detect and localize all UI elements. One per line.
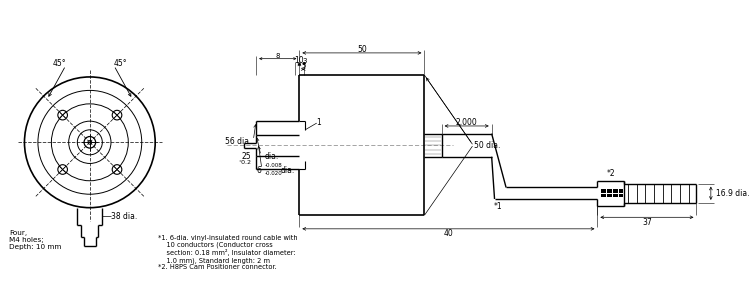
Bar <box>607 189 612 193</box>
Text: °0.2: °0.2 <box>238 160 251 165</box>
Bar <box>613 194 617 197</box>
Bar <box>602 189 606 193</box>
Text: *2: *2 <box>607 169 615 178</box>
Text: 10: 10 <box>295 56 304 65</box>
Text: 50 dia.: 50 dia. <box>474 141 501 150</box>
Text: *1. 6-dia. vinyl-insulated round cable with
    10 conductors (Conductor cross
 : *1. 6-dia. vinyl-insulated round cable w… <box>158 235 298 264</box>
Text: 45°: 45° <box>53 59 66 68</box>
Bar <box>613 189 617 193</box>
Text: 16.9 dia.: 16.9 dia. <box>716 189 749 198</box>
Text: *2. H8PS Cam Positioner connector.: *2. H8PS Cam Positioner connector. <box>158 264 277 270</box>
Text: 8: 8 <box>275 53 280 59</box>
Text: 25: 25 <box>242 152 251 161</box>
Text: 50: 50 <box>357 45 367 54</box>
Text: 3: 3 <box>302 58 307 64</box>
Text: Four,
M4 holes;
Depth: 10 mm: Four, M4 holes; Depth: 10 mm <box>9 230 62 250</box>
Text: 38 dia.: 38 dia. <box>111 212 137 221</box>
Text: 45°: 45° <box>114 59 128 68</box>
Text: -0.020: -0.020 <box>265 171 283 176</box>
Text: *1: *1 <box>494 202 502 211</box>
Bar <box>619 189 623 193</box>
Text: 6: 6 <box>256 166 261 175</box>
Bar <box>602 194 606 197</box>
Text: dia.: dia. <box>265 152 279 161</box>
Text: dia.: dia. <box>280 166 295 175</box>
Text: -0.008: -0.008 <box>265 163 283 168</box>
Bar <box>607 194 612 197</box>
Bar <box>619 194 623 197</box>
Text: 40: 40 <box>443 229 453 238</box>
Text: 5: 5 <box>301 63 305 69</box>
Text: 37: 37 <box>642 218 652 226</box>
Text: 2,000: 2,000 <box>456 118 478 127</box>
Text: 1: 1 <box>316 118 321 127</box>
Text: 56 dia.: 56 dia. <box>225 137 251 146</box>
